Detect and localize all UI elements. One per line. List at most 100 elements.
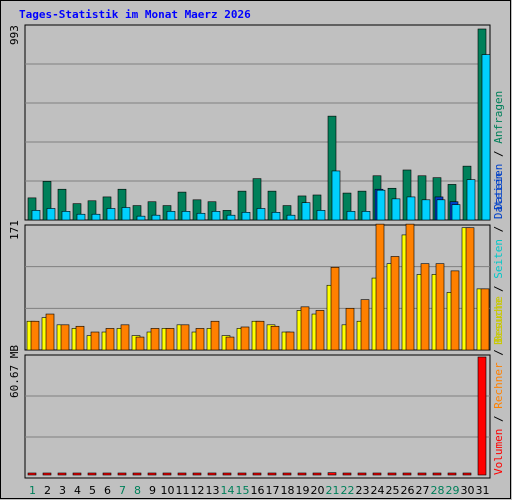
dateien-bar-day-26 <box>406 196 416 221</box>
legend-entry-volumen: Volumen <box>492 429 505 475</box>
x-tick-label-day-8: 8 <box>134 484 141 497</box>
dateien-bar-day-28 <box>436 199 446 221</box>
legend-separator: / <box>492 343 505 363</box>
dateien-bar-day-8 <box>136 215 146 221</box>
x-tick-label-day-2: 2 <box>44 484 51 497</box>
volumen-bar-day-25 <box>387 472 397 476</box>
besuche-bar-day-8 <box>135 336 145 351</box>
dateien-bar-day-22 <box>346 211 356 221</box>
dateien-bar-day-11 <box>181 211 191 221</box>
volumen-bar-day-24 <box>372 472 382 476</box>
besuche-bar-day-29 <box>450 270 460 351</box>
x-tick-label-day-27: 27 <box>416 484 430 497</box>
volumen-bar-day-31 <box>477 356 487 476</box>
volumen-bar-day-15 <box>237 472 247 476</box>
volumen-bar-day-4 <box>72 472 82 476</box>
legend-entry-seiten: Seiten <box>492 239 505 279</box>
x-tick-label-day-9: 9 <box>149 484 156 497</box>
dateien-bar-day-15 <box>241 212 251 221</box>
volumen-bar-day-13 <box>207 472 217 476</box>
chart-title: Tages-Statistik im Monat Maerz 2026 <box>19 8 251 21</box>
volumen-bar-day-7 <box>117 472 127 476</box>
dateien-bar-day-24 <box>376 189 386 221</box>
besuche-bar-day-24 <box>375 223 385 351</box>
volumen-bar-day-10 <box>162 472 172 476</box>
besuche-bar-day-18 <box>285 331 295 351</box>
panel-1-y-max-label: 993 <box>8 25 21 45</box>
volumen-bar-day-30 <box>462 472 472 476</box>
dateien-bar-day-9 <box>151 214 161 221</box>
panel-1-legend: Dateien / Anfragen <box>492 91 505 210</box>
x-tick-label-day-14: 14 <box>221 484 235 497</box>
x-tick-label-day-26: 26 <box>401 484 415 497</box>
x-tick-label-day-23: 23 <box>356 484 370 497</box>
dateien-bar-day-13 <box>211 211 221 221</box>
besuche-bar-day-25 <box>390 256 400 351</box>
volumen-bar-day-1 <box>27 472 37 476</box>
dateien-bar-day-23 <box>361 211 371 221</box>
volumen-bar-day-5 <box>87 472 97 476</box>
besuche-bar-day-6 <box>105 328 115 351</box>
volumen-bar-day-18 <box>282 472 292 476</box>
dateien-bar-day-20 <box>316 210 326 221</box>
legend-entry-besuche: Besuche <box>492 296 505 342</box>
besuche-bar-day-5 <box>90 331 100 351</box>
legend-separator: / <box>492 219 505 239</box>
besuche-bar-day-14 <box>225 336 235 351</box>
volumen-bar-day-27 <box>417 472 427 476</box>
besuche-bar-day-9 <box>150 328 160 351</box>
x-tick-label-day-3: 3 <box>59 484 66 497</box>
besuche-bar-day-21 <box>330 266 340 351</box>
legend-entry-besuche: Besuche <box>492 299 505 345</box>
dateien-bar-day-5 <box>91 213 101 221</box>
volumen-bar-day-2 <box>42 472 52 476</box>
besuche-bar-day-31 <box>480 288 490 351</box>
besuche-bar-day-20 <box>315 310 325 351</box>
volumen-bar-day-6 <box>102 472 112 476</box>
besuche-bar-day-11 <box>180 324 190 351</box>
x-tick-label-day-13: 13 <box>206 484 220 497</box>
volumen-bar-day-21 <box>327 472 337 476</box>
x-tick-label-day-5: 5 <box>89 484 96 497</box>
dateien-bar-day-29 <box>451 204 461 221</box>
x-tick-label-day-12: 12 <box>191 484 205 497</box>
x-tick-label-day-31: 31 <box>476 484 490 497</box>
besuche-bar-day-28 <box>435 263 445 351</box>
x-tick-label-day-22: 22 <box>341 484 355 497</box>
x-tick-label-day-1: 1 <box>29 484 36 497</box>
panel-2-legend: Besuche / Seiten / Dateien <box>492 173 505 345</box>
dateien-bar-day-31 <box>481 54 491 221</box>
x-tick-label-day-18: 18 <box>281 484 295 497</box>
x-tick-label-day-30: 30 <box>461 484 475 497</box>
volumen-bar-day-19 <box>297 472 307 476</box>
legend-separator: / <box>492 409 505 429</box>
besuche-bar-day-3 <box>60 324 70 351</box>
besuche-bar-day-17 <box>270 325 280 351</box>
dateien-bar-day-14 <box>226 214 236 221</box>
x-tick-label-day-21: 21 <box>326 484 340 497</box>
volumen-bar-day-26 <box>402 472 412 476</box>
panel-3-border <box>24 354 491 479</box>
besuche-bar-day-10 <box>165 328 175 351</box>
x-tick-label-day-16: 16 <box>251 484 265 497</box>
besuche-bar-day-13 <box>210 320 220 351</box>
volumen-bar-day-17 <box>267 472 277 476</box>
x-tick-label-day-29: 29 <box>446 484 460 497</box>
panel-3-y-max-label: 60.67 MB <box>8 345 21 398</box>
besuche-bar-day-27 <box>420 263 430 351</box>
panel-2-y-max-label: 171 <box>8 220 21 240</box>
legend-entry-rechner: Rechner <box>492 362 505 409</box>
dateien-bar-day-3 <box>61 211 71 221</box>
dateien-bar-day-6 <box>106 208 116 221</box>
dateien-bar-day-1 <box>31 210 41 221</box>
x-tick-label-day-7: 7 <box>119 484 126 497</box>
volumen-bar-day-3 <box>57 472 67 476</box>
dateien-bar-day-16 <box>256 208 266 221</box>
dateien-bar-day-27 <box>421 199 431 221</box>
volumen-bar-day-23 <box>357 472 367 476</box>
legend-entry-anfragen: Anfragen <box>492 91 505 144</box>
dateien-bar-day-7 <box>121 207 131 221</box>
volumen-bar-day-16 <box>252 472 262 476</box>
